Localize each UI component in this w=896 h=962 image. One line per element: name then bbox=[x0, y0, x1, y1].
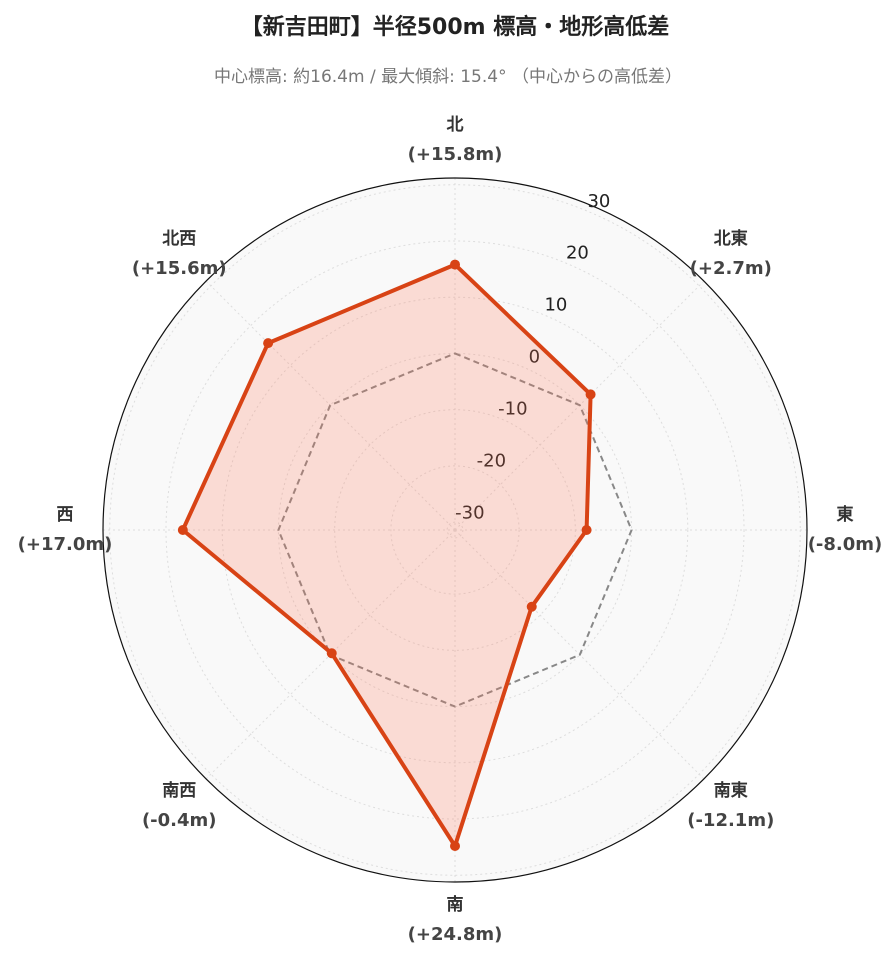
grid-circle bbox=[165, 240, 745, 820]
category-value-label: (+24.8m) bbox=[408, 924, 503, 945]
radial-tick-label: -20 bbox=[477, 451, 506, 472]
reference-line bbox=[277, 352, 633, 708]
outer-ring bbox=[102, 177, 808, 883]
category-label: 南 bbox=[447, 894, 464, 915]
data-point bbox=[581, 525, 592, 535]
category-label: 北 bbox=[447, 115, 464, 135]
category-label: 西 bbox=[57, 505, 74, 525]
category-label: 東 bbox=[837, 504, 854, 525]
data-point bbox=[177, 525, 188, 535]
radial-tick-label: 10 bbox=[544, 295, 567, 316]
radial-tick-label: 0 bbox=[529, 347, 540, 368]
category-value-label: (-0.4m) bbox=[142, 810, 217, 831]
radial-tick-label: -10 bbox=[498, 399, 527, 420]
category-value-label: (+15.6m) bbox=[132, 258, 227, 279]
radial-tick-label: -30 bbox=[455, 502, 484, 523]
chart-subtitle: 中心標高: 約16.4m / 最大傾斜: 15.4° （中心からの高低差） bbox=[214, 67, 682, 87]
category-label: 北東 bbox=[714, 228, 748, 249]
category-value-label: (+15.8m) bbox=[408, 144, 503, 165]
category-value-label: (+2.7m) bbox=[690, 258, 772, 279]
category-label: 南東 bbox=[714, 780, 748, 801]
grid-circle bbox=[221, 296, 689, 764]
data-point bbox=[585, 389, 596, 400]
data-point bbox=[263, 338, 274, 349]
data-point bbox=[526, 601, 537, 612]
radial-tick-label: 20 bbox=[566, 243, 589, 264]
grid-circle bbox=[390, 465, 520, 595]
category-value-label: (-12.1m) bbox=[687, 810, 774, 831]
grid-circle bbox=[446, 521, 464, 539]
chart-title: 【新吉田町】半径500m 標高・地形高低差 bbox=[241, 14, 670, 40]
data-point bbox=[326, 648, 337, 659]
category-value-label: (+17.0m) bbox=[18, 534, 113, 555]
data-point bbox=[450, 259, 460, 270]
category-label: 北西 bbox=[162, 229, 196, 249]
data-point bbox=[450, 841, 460, 852]
category-value-label: (-8.0m) bbox=[808, 534, 883, 555]
radial-tick-label: 30 bbox=[587, 191, 610, 212]
category-label: 南西 bbox=[162, 780, 196, 801]
